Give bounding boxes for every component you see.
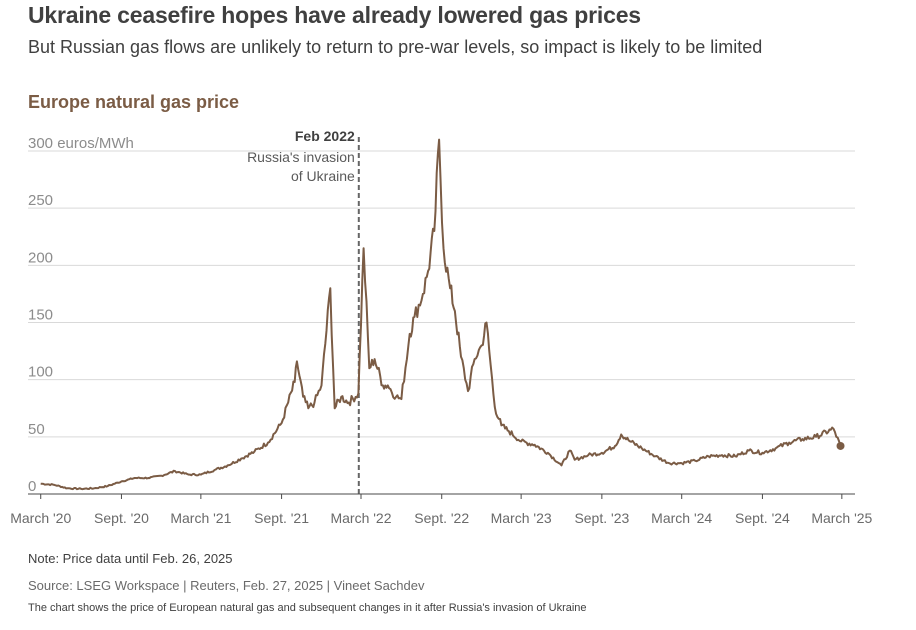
annotation-text: Russia's invasion (247, 149, 355, 165)
headline: Ukraine ceasefire hopes have already low… (28, 2, 641, 28)
last-price-point (836, 441, 845, 450)
x-tick-label: March '24 (651, 510, 712, 526)
x-axis: March '20 Sept. '20 March '21 Sept. '21 Marc… (10, 493, 873, 526)
source-value: LSEG Workspace | Reuters, Feb. 27, 2025 … (76, 578, 425, 593)
y-tick-label: 50 (28, 421, 45, 438)
y-axis-ticks: 0 50 100 150 200 250 300 euros/MWh (28, 135, 134, 495)
grid-lines (28, 150, 855, 438)
chart-title: Europe natural gas price (28, 92, 240, 112)
x-tick-label: March '25 (811, 510, 872, 526)
y-tick-label: 0 (28, 478, 36, 495)
x-tick-label: March '20 (10, 510, 71, 526)
x-tick-label: Sept. '21 (254, 510, 309, 526)
x-tick-label: March '22 (330, 510, 391, 526)
source-prefix: Source: (28, 578, 77, 593)
y-tick-label: 200 (28, 249, 53, 266)
annotation-title: Feb 2022 (295, 128, 355, 144)
x-tick-label: March '21 (170, 510, 231, 526)
y-tick-label: 150 (28, 307, 53, 324)
x-tick-label: Sept. '20 (94, 510, 149, 526)
x-tick-label: Sept. '23 (574, 510, 629, 526)
price-line (40, 138, 842, 491)
y-tick-label: 250 (28, 192, 53, 209)
y-tick-label: 100 (28, 364, 53, 381)
note-text: Note: Price data until Feb. 26, 2025 (28, 551, 233, 566)
chart-description: The chart shows the price of European na… (28, 602, 587, 614)
invasion-annotation: Feb 2022 Russia's invasion of Ukraine (247, 128, 360, 494)
x-tick-label: March '23 (491, 510, 552, 526)
y-tick-label: 300 euros/MWh (28, 135, 134, 152)
source-text: Source: LSEG Workspace | Reuters, Feb. 2… (28, 578, 425, 593)
gas-price-chart: 0 50 100 150 200 250 300 euros/MWh Feb 2022 Rus… (10, 128, 873, 526)
subheadline: But Russian gas flows are unlikely to re… (28, 37, 763, 57)
x-tick-label: Sept. '24 (735, 510, 790, 526)
x-tick-label: Sept. '22 (414, 510, 469, 526)
price-series (40, 138, 845, 491)
annotation-text: of Ukraine (291, 168, 355, 184)
